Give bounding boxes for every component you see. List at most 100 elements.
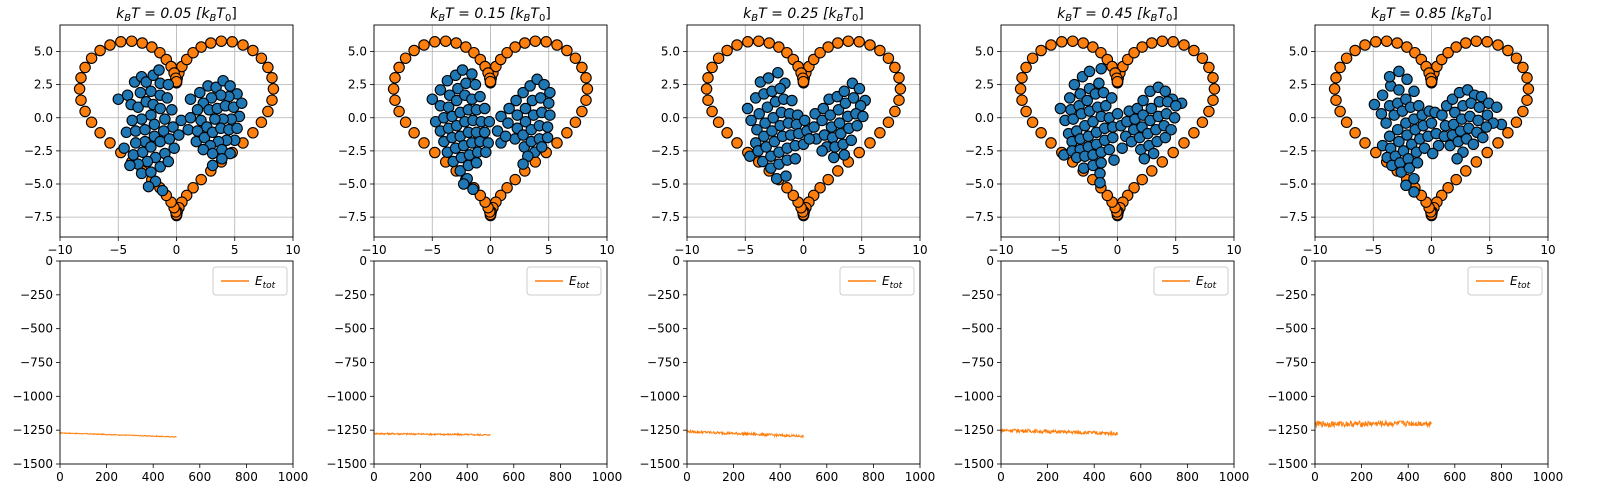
boundary-point bbox=[1020, 105, 1032, 118]
boundary-point bbox=[1203, 105, 1215, 118]
legend-e: E bbox=[255, 274, 263, 288]
energy-panel-3: 0 200 400 600 800 1000 0 −250 −500 −750 −1000 −1250… bbox=[639, 254, 935, 484]
boundary-point bbox=[94, 127, 106, 139]
particle-point bbox=[478, 102, 491, 115]
particle-point bbox=[450, 94, 463, 107]
legend: Etot bbox=[1467, 266, 1543, 296]
boundary-point bbox=[1359, 39, 1371, 51]
boundary-point bbox=[700, 83, 713, 95]
boundary-point bbox=[874, 44, 886, 57]
particle-point bbox=[145, 166, 157, 178]
legend: Etot bbox=[526, 266, 602, 296]
x-tick-label: 10 bbox=[1540, 243, 1555, 257]
particle-point bbox=[235, 97, 248, 109]
y-tick-label: 0 bbox=[45, 254, 53, 268]
y-tick-label: 2.5 bbox=[348, 78, 367, 92]
x-tick-label: 400 bbox=[1083, 470, 1106, 484]
x-tick-label: −10 bbox=[988, 243, 1013, 257]
particle-point bbox=[536, 141, 548, 153]
title-sub-b: B bbox=[1379, 13, 1386, 24]
y-tick-label: 0 bbox=[672, 254, 680, 268]
particle-point bbox=[745, 114, 757, 127]
boundary-point bbox=[1391, 37, 1403, 49]
y-tick-label: −1500 bbox=[953, 457, 994, 471]
legend-e: E bbox=[1196, 274, 1204, 288]
y-tick-label: −750 bbox=[647, 356, 680, 370]
y-tick-label: −500 bbox=[20, 322, 53, 336]
particle-point bbox=[838, 149, 851, 161]
boundary-point bbox=[262, 61, 274, 74]
boundary-point bbox=[509, 41, 521, 53]
particle-point bbox=[175, 114, 187, 127]
particle-point bbox=[1368, 98, 1381, 111]
boundary-point bbox=[1510, 116, 1523, 129]
title-k2: k bbox=[1142, 6, 1151, 22]
boundary-point bbox=[94, 44, 106, 57]
y-tick-label: 5.0 bbox=[975, 45, 994, 59]
panel-title: kBT = 0.25 [kBT0] bbox=[743, 6, 864, 24]
y-tick-label: −500 bbox=[961, 322, 994, 336]
particle-point bbox=[1393, 84, 1405, 96]
legend-box bbox=[1467, 266, 1543, 296]
legend-label: Etot bbox=[255, 274, 276, 291]
particle-point bbox=[1375, 108, 1388, 120]
boundary-point bbox=[1066, 35, 1079, 47]
boundary-point bbox=[215, 35, 228, 47]
boundary-point bbox=[822, 41, 834, 53]
y-tick-label: −2.5 bbox=[24, 144, 53, 158]
title-sub-0: 0 bbox=[539, 13, 545, 24]
boundary-point bbox=[1196, 116, 1209, 129]
particle-point bbox=[1449, 106, 1461, 119]
axes-frame bbox=[59, 24, 294, 238]
boundary-point bbox=[439, 35, 452, 47]
legend-label: Etot bbox=[882, 274, 903, 291]
title-sub-b: B bbox=[438, 13, 445, 24]
energy-line bbox=[686, 428, 804, 440]
particle-point bbox=[1401, 73, 1413, 86]
boundary-point bbox=[418, 39, 430, 51]
particle-point bbox=[483, 115, 496, 128]
boundary-point bbox=[1014, 83, 1027, 95]
title-t2: T bbox=[1157, 6, 1167, 22]
boundary-point bbox=[712, 52, 725, 64]
boundary-point bbox=[1026, 52, 1039, 64]
particle-point bbox=[205, 92, 218, 104]
title-mid: T = 0.25 [ bbox=[758, 6, 829, 22]
boundary-point bbox=[731, 39, 743, 51]
boundary-point bbox=[429, 146, 441, 159]
boundary-point bbox=[226, 36, 238, 48]
title-k: k bbox=[1057, 6, 1066, 22]
particle-point bbox=[851, 119, 863, 132]
boundary-point bbox=[1481, 146, 1493, 159]
x-tick-label: −10 bbox=[1302, 243, 1327, 257]
particle-point bbox=[434, 84, 447, 96]
boundary-point bbox=[576, 105, 588, 118]
boundary-point bbox=[75, 72, 87, 84]
y-tick-label: −2.5 bbox=[651, 144, 680, 158]
boundary-point bbox=[1167, 146, 1179, 159]
particle-series bbox=[741, 66, 871, 185]
boundary-point bbox=[1196, 52, 1209, 64]
particle-series bbox=[1368, 65, 1508, 198]
x-tick-label: 600 bbox=[502, 470, 525, 484]
particle-point bbox=[132, 101, 144, 113]
boundary-point bbox=[1207, 94, 1219, 106]
title-sub-b: B bbox=[751, 13, 758, 24]
particle-point bbox=[857, 110, 869, 123]
particle-point bbox=[224, 147, 236, 160]
title-sub-0: 0 bbox=[852, 13, 858, 24]
y-tick-label: −5.0 bbox=[651, 177, 680, 191]
x-tick-label: 1000 bbox=[1533, 470, 1564, 484]
particle-point bbox=[503, 102, 515, 115]
boundary-point bbox=[1111, 75, 1124, 88]
x-tick-label: 0 bbox=[1428, 243, 1436, 257]
boundary-point bbox=[79, 61, 91, 74]
boundary-series bbox=[387, 35, 594, 222]
boundary-point bbox=[1330, 94, 1342, 106]
boundary-point bbox=[814, 182, 826, 194]
title-sub-0: 0 bbox=[225, 13, 231, 24]
boundary-point bbox=[731, 137, 743, 149]
